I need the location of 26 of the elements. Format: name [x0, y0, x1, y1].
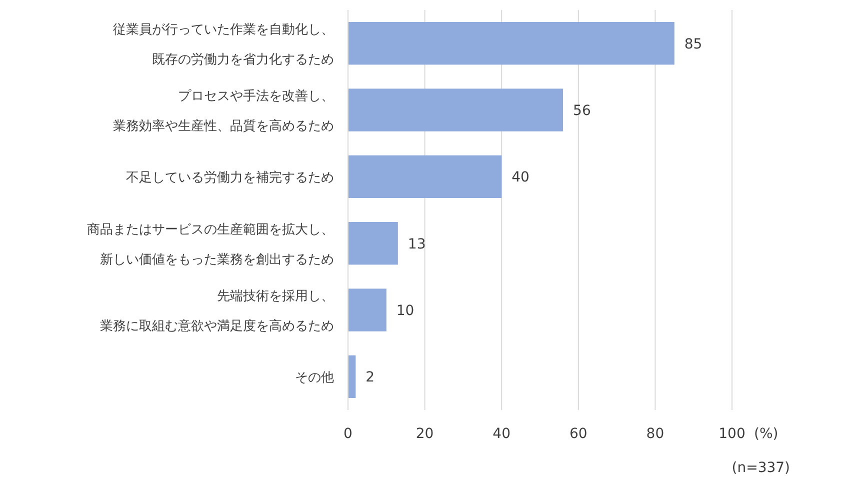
bar [348, 222, 398, 265]
y-tick-label: 商品またはサービスの生産範囲を拡大し、新しい価値をもった業務を創出するため [87, 221, 334, 268]
x-axis-title: (%) [754, 426, 778, 442]
bar [348, 355, 356, 398]
bar [348, 155, 502, 198]
x-tick-label: 0 [344, 426, 352, 442]
bar [348, 288, 386, 332]
y-tick-label: プロセスや手法を改善し、業務効率や生産性、品質を高めるため [113, 88, 334, 134]
y-tick-label: 従業員が行っていた作業を自動化し、既存の労働力を省力化するため [113, 22, 334, 68]
data-label: 56 [573, 103, 591, 119]
bar [348, 88, 564, 132]
x-tick-label: 80 [646, 426, 664, 442]
x-tick-label: 100 [718, 426, 746, 442]
y-tick-label: その他 [295, 370, 334, 386]
y-tick-label: 先端技術を採用し、業務に取組む意欲や満足度を高めるため [100, 289, 334, 334]
data-label: 2 [366, 370, 375, 386]
x-tick-label: 60 [569, 426, 588, 442]
data-label: 10 [396, 303, 414, 319]
text: (n=337) [732, 460, 790, 476]
data-label: 13 [408, 236, 426, 252]
data-label: 85 [684, 36, 702, 52]
bar [348, 22, 674, 65]
y-tick-label: 不足している労働力を補完するため [126, 170, 334, 186]
x-tick-label: 40 [492, 426, 511, 442]
data-label: 40 [512, 170, 530, 186]
x-tick-label: 20 [416, 426, 434, 442]
